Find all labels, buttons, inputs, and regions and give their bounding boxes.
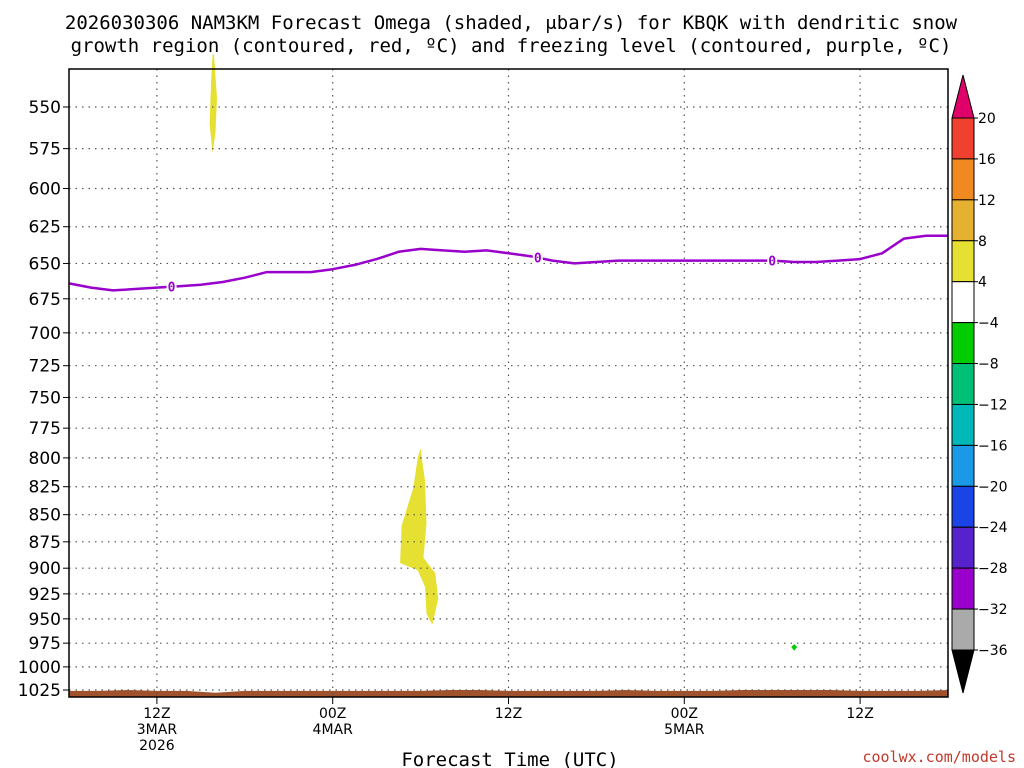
colorbar-label-3: 8 (978, 234, 987, 250)
x-tick-label-1-2: 4MAR (313, 722, 354, 738)
colorbar-band-10 (951, 526, 975, 569)
colorbar-label-0: 20 (978, 111, 996, 127)
colorbar-label-2: 12 (978, 193, 996, 209)
colorbar-label-1: 16 (978, 152, 996, 168)
y-tick-label-1025: 1025 (18, 681, 61, 701)
omega-region-0 (209, 54, 217, 154)
colorbar-label-11: −28 (978, 561, 1008, 577)
y-tick-label-900: 900 (29, 559, 61, 579)
colorbar-label-13: −36 (978, 643, 1008, 659)
site-credit: coolwx.com/models (862, 748, 1016, 766)
omega-region-2 (791, 644, 798, 651)
colorbar-label-12: −32 (978, 602, 1008, 618)
y-tick-label-825: 825 (29, 478, 61, 498)
y-tick-label-625: 625 (29, 218, 61, 238)
x-tick-label-3-1: 00Z (671, 706, 698, 722)
omega-region-1 (400, 448, 439, 625)
y-tick-label-875: 875 (29, 533, 61, 553)
x-tick-label-0-3: 2026 (139, 738, 175, 754)
y-tick-label-1000: 1000 (18, 658, 61, 678)
x-tick-label-4-1: 12Z (846, 706, 873, 722)
colorbar-top-arrow (951, 74, 975, 119)
plot-frame (68, 68, 949, 698)
freezing-level-label-bg-1 (532, 250, 543, 265)
colorbar-label-4: 4 (978, 275, 987, 291)
y-tick-label-650: 650 (29, 254, 61, 274)
y-tick-label-975: 975 (29, 634, 61, 654)
colorbar-label-10: −24 (978, 520, 1008, 536)
y-tick-label-775: 775 (29, 419, 61, 439)
colorbar-label-9: −20 (978, 479, 1008, 495)
colorbar-band-5 (951, 322, 975, 365)
colorbar-label-5: −4 (978, 316, 999, 332)
freezing-level-label-2: 0 (768, 255, 776, 270)
y-tick-label-725: 725 (29, 357, 61, 377)
freezing-level-line (68, 234, 948, 292)
colorbar-band-3 (951, 240, 975, 283)
freezing-level-label-bg-2 (767, 253, 778, 268)
x-tick-label-3-2: 5MAR (664, 722, 705, 738)
colorbar-band-11 (951, 567, 975, 610)
y-tick-label-600: 600 (29, 179, 61, 199)
y-tick-label-700: 700 (29, 324, 61, 344)
colorbar-label-6: −8 (978, 357, 999, 373)
y-tick-label-950: 950 (29, 610, 61, 630)
colorbar-band-2 (951, 199, 975, 242)
x-tick-label-2-1: 12Z (495, 706, 522, 722)
y-tick-label-800: 800 (29, 449, 61, 469)
freezing-level-label-bg-0 (166, 279, 177, 294)
colorbar-band-6 (951, 363, 975, 405)
y-tick-label-750: 750 (29, 388, 61, 408)
chart-title-line-2: growth region (contoured, red, ºC) and f… (71, 35, 952, 57)
colorbar-label-8: −16 (978, 438, 1008, 454)
colorbar-label-7: −12 (978, 397, 1008, 413)
plot-area: 550 575 600 625 650 675 700 725 750 775 800 825 850 8… (18, 54, 949, 754)
colorbar-band-12 (951, 608, 975, 651)
freezing-level-label-1: 0 (534, 252, 542, 267)
colorbar-band-7 (951, 403, 975, 446)
y-tick-label-925: 925 (29, 585, 61, 605)
colorbar-bottom-arrow (951, 649, 975, 694)
x-axis-title: Forecast Time (UTC) (401, 749, 618, 768)
chart-title-line-1: 2026030306 NAM3KM Forecast Omega (shaded… (65, 12, 958, 34)
y-tick-label-550: 550 (29, 98, 61, 118)
colorbar-band-0 (951, 117, 975, 160)
freezing-level-label-0: 0 (168, 281, 176, 296)
y-tick-label-675: 675 (29, 290, 61, 310)
colorbar-band-4 (951, 281, 975, 324)
y-tick-label-575: 575 (29, 140, 61, 160)
colorbar-band-8 (951, 444, 975, 487)
y-tick-label-850: 850 (29, 506, 61, 526)
colorbar-band-1 (951, 158, 975, 201)
x-tick-label-0-2: 3MAR (137, 722, 178, 738)
omega-colorbar: 20 16 12 8 4 −4 −8 −12 −16 −20 −24 −28 −32 −36 (951, 74, 1008, 694)
colorbar-band-9 (951, 485, 975, 528)
x-tick-label-0-1: 12Z (143, 706, 170, 722)
x-tick-label-1-1: 00Z (319, 706, 346, 722)
